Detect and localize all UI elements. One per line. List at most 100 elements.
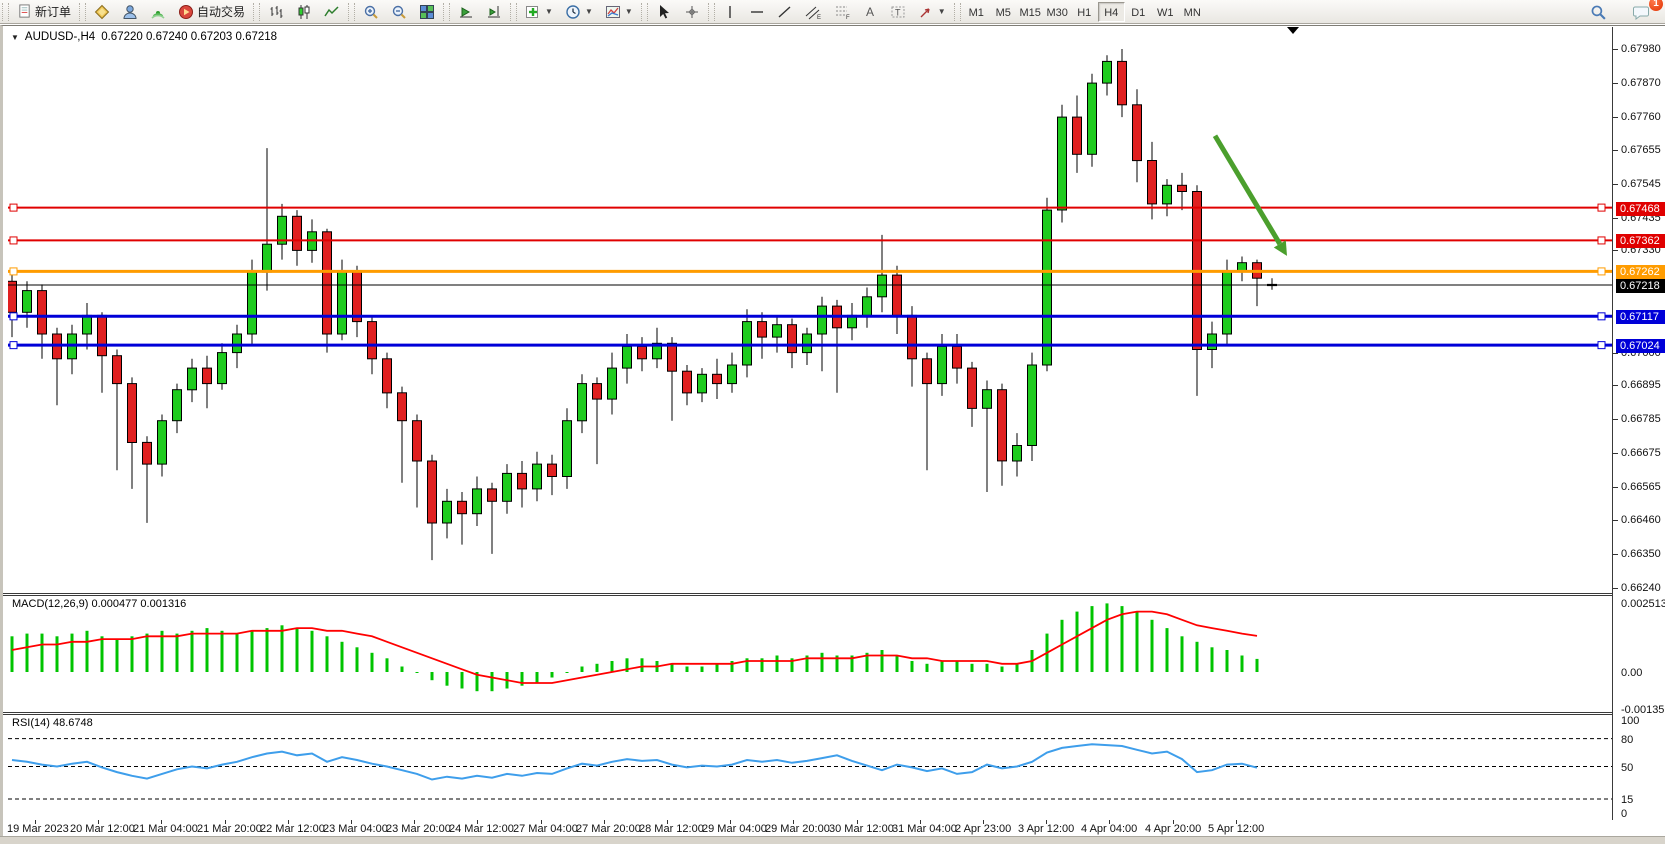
price-axis[interactable]: 0.67980 0.67870 0.67760 0.67655 0.67545 … [1612,27,1665,820]
line-handle[interactable] [1597,341,1606,350]
templates-button[interactable]: ▼ [599,1,639,23]
vertical-line-tool-button[interactable] [717,1,743,23]
timeframe-H1[interactable]: H1 [1077,6,1092,19]
time-axis[interactable]: 19 Mar 2023 20 Mar 12:00 21 Mar 04:00 21… [3,820,1615,837]
macd-histogram-bar [820,652,824,672]
timeframe-MN[interactable]: MN [1183,6,1201,19]
timeframe-M30[interactable]: M30 [1046,6,1068,19]
price-tick-label: 0.66460 [1621,514,1661,526]
time-tick [541,820,542,824]
text-tool-button[interactable]: A [857,1,884,23]
toolbar-grip[interactable] [953,2,961,21]
price-level-badge: 0.67117 [1616,310,1665,324]
auto-scroll-button[interactable] [452,1,480,23]
cursor-tool-button[interactable] [650,1,678,23]
candle-body [202,367,212,385]
notifications-button[interactable]: 1 [1627,0,1663,23]
zoom-in-button[interactable] [357,1,385,23]
toolbar-grip[interactable] [443,2,451,21]
line-handle[interactable] [9,312,18,321]
candlestick-chart-button[interactable] [290,1,318,23]
periods-button[interactable]: ▼ [559,1,599,23]
macd-histogram-bar [760,658,764,672]
channel-tool-button[interactable]: E [799,1,828,23]
macd-label: MACD(12,26,9) 0.000477 0.001316 [12,598,187,610]
panel-separator[interactable] [3,593,1615,596]
panel-separator[interactable] [3,712,1615,715]
arrows-tool-button[interactable]: ▼ [912,1,952,23]
search-button[interactable] [1584,1,1613,23]
macd-histogram-bar [910,661,914,672]
line-handle[interactable] [1597,267,1606,276]
axis-tick [1613,588,1618,589]
text-label-icon: T [891,6,905,17]
trendline-tool-button[interactable] [771,1,799,23]
axis-tick [1613,453,1618,454]
timeframe-D1[interactable]: D1 [1131,6,1146,19]
toolbar-grip[interactable] [707,2,715,21]
line-handle[interactable] [9,267,18,276]
macd-histogram-bar [70,633,74,672]
trend-arrow-head[interactable] [1273,240,1287,256]
toolbar-grip[interactable] [510,2,518,21]
trend-arrow[interactable] [1212,134,1282,246]
horizontal-line-tool-button[interactable] [743,1,771,23]
price-tick-label: 0.66785 [1621,413,1661,425]
toolbar-grip[interactable] [640,2,648,21]
toolbar-grip[interactable] [253,2,261,21]
time-label: 24 Mar 12:00 [449,823,514,835]
candle-body [412,420,422,462]
bar-chart-button[interactable] [262,1,290,23]
timeframe-M5[interactable]: M5 [995,6,1011,19]
line-handle[interactable] [1597,236,1606,245]
candle-body [8,280,17,313]
candle-body [982,389,992,409]
symbol-timeframe-label: AUDUSD-,H4 [24,31,96,43]
timeframe-M15[interactable]: M15 [1019,6,1041,19]
line-handle[interactable] [1597,312,1606,321]
signals-button[interactable] [144,1,172,23]
tile-windows-button[interactable] [413,1,441,23]
line-chart-button[interactable] [318,1,346,23]
line-handle[interactable] [9,341,18,350]
price-tick-label: 0.67545 [1621,178,1661,190]
crosshair-tool-button[interactable] [678,1,706,23]
candle-body [577,383,587,422]
candle-body [1207,333,1217,350]
candle-body [352,271,362,323]
new-chart-button[interactable] [88,1,116,23]
fibonacci-tool-button[interactable]: F [828,1,857,23]
timeframe-M1[interactable]: M1 [968,6,984,19]
timeframe-W1[interactable]: W1 [1156,6,1174,19]
candle-body [562,420,572,478]
axis-tick [1613,250,1618,251]
candle-body [217,352,227,385]
profiles-button[interactable] [116,1,144,23]
svg-text:E: E [817,15,821,20]
macd-histogram-bar [40,633,44,672]
line-handle[interactable] [9,203,18,212]
price-level-badge: 0.67024 [1616,339,1665,353]
equidistant-channel-icon: E [805,6,821,20]
indicators-button[interactable]: ▼ [519,1,559,23]
timeframe-H4[interactable]: H4 [1097,1,1125,22]
toolbar-grip[interactable] [79,2,87,21]
chart-shift-icon [488,5,501,17]
line-handle[interactable] [1597,203,1606,212]
line-handle[interactable] [9,236,18,245]
zoom-out-button[interactable] [385,1,413,23]
autotrading-button[interactable]: 自动交易 [172,1,251,23]
dropdown-caret-icon: ▼ [584,7,593,16]
text-label-tool-button[interactable]: T [884,1,912,23]
toolbar-grip[interactable] [2,2,9,21]
time-tick [35,820,36,824]
toolbar-grip[interactable] [348,2,356,21]
collapse-icon[interactable]: ▼ [11,32,19,42]
axis-tick [1613,83,1618,84]
macd-histogram-bar [130,636,134,672]
chart-shift-button[interactable] [480,1,508,23]
new-order-button[interactable]: 新订单 [11,1,77,23]
macd-histogram-bar [160,630,164,672]
candle-body [427,460,437,524]
chart-shift-marker[interactable] [1287,27,1299,34]
